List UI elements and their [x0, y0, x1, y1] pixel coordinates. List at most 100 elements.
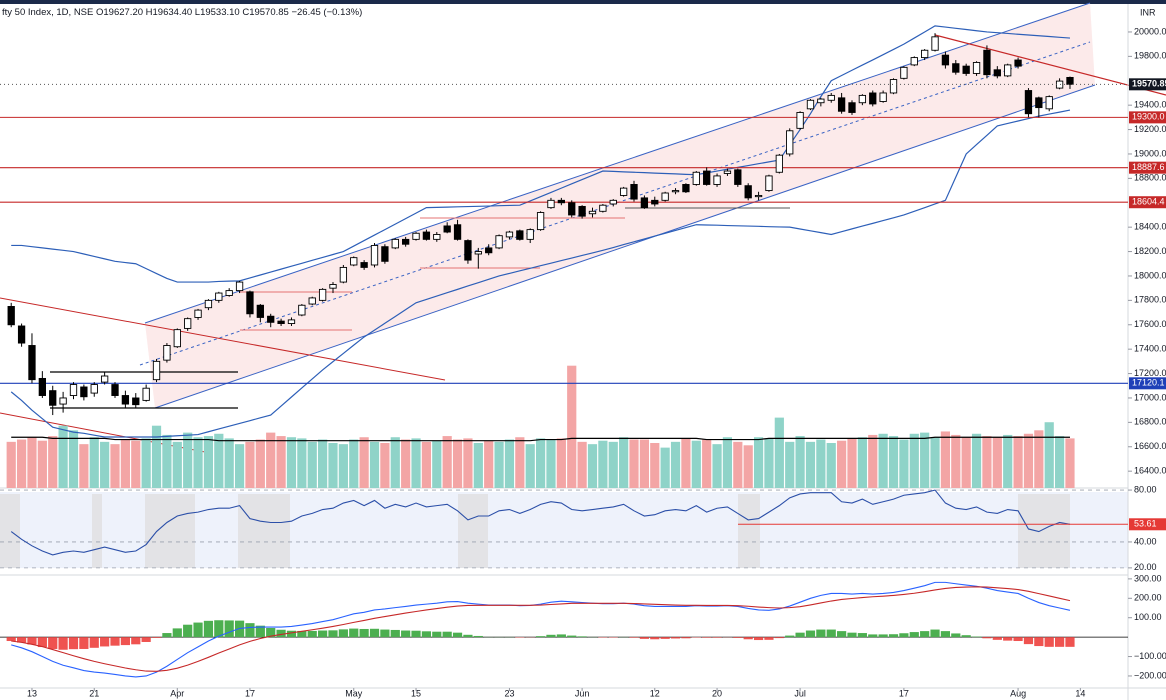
candle-body: [1066, 76, 1074, 85]
volume-bar: [390, 437, 400, 488]
macd-histogram-bar: [805, 630, 816, 638]
volume-bar: [68, 430, 79, 488]
macd-histogram-bar: [411, 630, 421, 638]
candle-body: [298, 304, 306, 316]
level-label-box: [1129, 111, 1166, 124]
candle-body: [609, 199, 617, 205]
candle-body: [381, 246, 389, 262]
macd-histogram-bar: [712, 637, 722, 638]
volume-bar: [1023, 433, 1034, 488]
macd-histogram-bar: [432, 631, 442, 638]
top-strip: [0, 0, 1166, 4]
macd-histogram-bar: [888, 634, 899, 638]
candle-body: [235, 281, 244, 292]
volume-bar: [857, 437, 867, 488]
macd-histogram-bar: [141, 637, 151, 642]
volume-bar: [89, 437, 99, 488]
macd-histogram-bar: [463, 634, 473, 638]
volume-bar: [556, 438, 566, 488]
macd-histogram-bar: [650, 637, 660, 640]
candle-body: [941, 54, 950, 66]
macd-histogram-bar: [276, 629, 286, 638]
candle-body: [256, 304, 264, 318]
macd-histogram-bar: [1013, 637, 1023, 642]
y-tick-label: −100.00: [1134, 651, 1166, 661]
macd-histogram-bar: [982, 637, 992, 639]
y-tick-label: 18200.00: [1134, 246, 1166, 256]
macd-histogram-bar: [567, 635, 577, 638]
macd-histogram-bar: [1023, 637, 1034, 645]
macd-histogram-bar: [27, 637, 37, 645]
candle-body: [38, 377, 47, 396]
y-tick-label: 19200.00: [1134, 124, 1166, 134]
macd-histogram-bar: [245, 623, 255, 638]
volume-bar: [577, 441, 587, 488]
volume-bar: [349, 439, 359, 488]
macd-histogram-bar: [795, 632, 805, 638]
y-tick-label: 17200.00: [1134, 368, 1166, 378]
candle-body: [142, 387, 150, 401]
volume-bar: [27, 437, 37, 488]
macd-histogram-bar: [255, 625, 265, 638]
rsi-zone: [0, 494, 20, 568]
macd-histogram-bar: [307, 630, 317, 638]
macd-histogram-bar: [214, 620, 224, 638]
macd-histogram-bar: [837, 631, 847, 638]
volume-bar: [702, 439, 712, 488]
x-tick-label: 13: [27, 688, 37, 698]
volume-bar: [203, 436, 214, 488]
last-price-box: [1129, 78, 1166, 91]
candle-body: [90, 384, 98, 394]
candle-body: [163, 345, 171, 361]
macd-histogram-bar: [753, 637, 764, 641]
volume-bar: [214, 433, 224, 488]
y-tick-label: 17400.00: [1134, 344, 1166, 354]
volume-bar: [733, 441, 743, 488]
macd-histogram-bar: [369, 628, 380, 638]
volume-bar: [847, 438, 857, 488]
candle-body: [464, 240, 472, 261]
candle-body: [370, 245, 379, 266]
volume-bar: [992, 437, 1002, 488]
macd-histogram-bar: [48, 637, 58, 649]
macd-histogram-bar: [826, 629, 836, 638]
volume-ma-line: [11, 436, 1070, 442]
macd-histogram-bar: [940, 631, 951, 638]
volume-bar: [328, 443, 338, 488]
volume-bar: [421, 441, 432, 488]
candle-body: [661, 192, 669, 201]
x-tick-label: Aug: [1010, 688, 1026, 698]
volume-bar: [504, 439, 515, 488]
candle-body: [59, 397, 67, 405]
volume-bar: [940, 431, 951, 488]
rsi-line: [10, 489, 1071, 556]
candle-body: [962, 65, 970, 74]
macd-histogram-bar: [857, 633, 867, 638]
volume-bar: [816, 439, 826, 488]
macd-histogram-bar: [151, 637, 162, 638]
volume-bar: [878, 433, 888, 488]
macd-histogram-bar: [203, 620, 214, 638]
candle-body: [100, 375, 109, 383]
macd-histogram-bar: [961, 635, 971, 638]
y-tick-label: 300.00: [1134, 573, 1162, 583]
volume-bar: [587, 444, 598, 488]
x-tick-label: 14: [1075, 688, 1085, 698]
candle-body: [827, 94, 835, 101]
candle-body: [682, 184, 690, 193]
signal-line: [11, 586, 1071, 672]
macd-histogram-bar: [390, 629, 400, 638]
volume-bar: [1003, 434, 1013, 488]
macd-histogram-bar: [1034, 637, 1044, 647]
candle-body: [557, 199, 566, 204]
level-label-box: [1129, 196, 1166, 209]
volume-bar: [318, 439, 328, 488]
volume-bar: [805, 441, 816, 488]
y-tick-label: 18800.00: [1134, 173, 1166, 183]
volume-bar: [473, 443, 483, 488]
rsi-label-box: [1129, 518, 1166, 531]
y-tick-label: 20.00: [1134, 562, 1157, 572]
volume-bar: [193, 437, 203, 488]
volume-bar: [484, 440, 494, 488]
